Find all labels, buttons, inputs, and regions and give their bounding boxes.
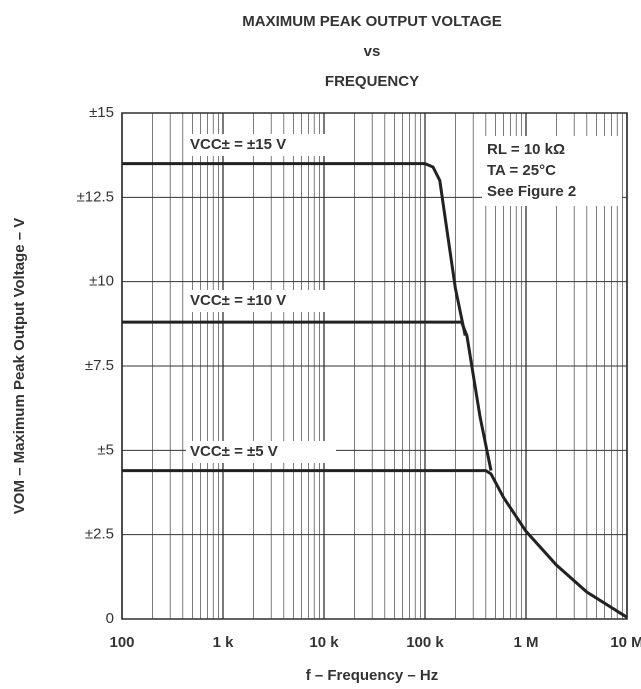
- x-tick-label: 100: [109, 634, 134, 651]
- x-axis-label: f – Frequency – Hz: [306, 667, 439, 684]
- y-tick-label: ±2.5: [85, 526, 114, 543]
- series-label-bg: [186, 290, 336, 312]
- annotation: See Figure 2: [487, 183, 576, 200]
- y-tick-label: 0: [106, 610, 114, 627]
- annotation: TA = 25°C: [487, 162, 556, 179]
- series-label: VCC± = ±10 V: [190, 292, 286, 309]
- x-tick-label: 100 k: [406, 634, 444, 651]
- series-label-bg: [186, 134, 336, 156]
- annotation: RL = 10 kΩ: [487, 141, 565, 158]
- y-tick-label: ±15: [89, 104, 114, 121]
- chart-title: FREQUENCY: [325, 73, 419, 90]
- y-tick-label: ±5: [97, 441, 114, 458]
- x-tick-label: 10 k: [309, 634, 339, 651]
- x-tick-label: 10 M: [610, 634, 641, 651]
- series-line: [122, 162, 467, 336]
- series-line: [122, 469, 628, 619]
- series-label-bg: [186, 441, 336, 463]
- y-tick-label: ±10: [89, 273, 114, 290]
- series-label: VCC± = ±5 V: [190, 443, 278, 460]
- y-axis-label: VOM – Maximum Peak Output Voltage – V: [11, 218, 28, 514]
- chart-title: vs: [364, 43, 381, 60]
- annotation-bg: [482, 136, 622, 206]
- series-label: VCC± = ±15 V: [190, 136, 286, 153]
- series-line: [122, 320, 493, 471]
- y-tick-label: ±12.5: [77, 188, 114, 205]
- x-tick-label: 1 M: [513, 634, 538, 651]
- chart-title: MAXIMUM PEAK OUTPUT VOLTAGE: [242, 13, 501, 30]
- x-tick-label: 1 k: [213, 634, 235, 651]
- y-tick-label: ±7.5: [85, 357, 114, 374]
